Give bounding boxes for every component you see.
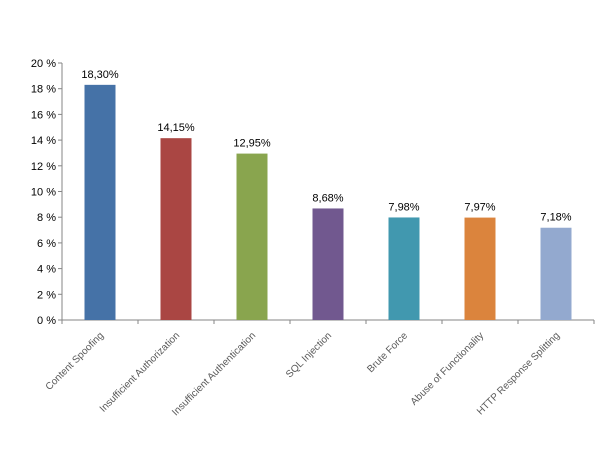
- bar: [160, 138, 192, 320]
- y-tick-label: 14 %: [31, 135, 56, 147]
- x-tick-label: Brute Force: [365, 330, 410, 375]
- x-tick-label: HTTP Response Splitting: [475, 330, 562, 417]
- data-label: 7,98%: [388, 201, 419, 213]
- y-tick-label: 6 %: [37, 238, 56, 250]
- y-axis: 0 % 2 % 4 % 6 % 8 % 10 % 12 % 14 % 16 % 18 % 20 %: [31, 58, 63, 327]
- bar: [236, 153, 268, 320]
- bar: [388, 217, 420, 320]
- data-label: 18,30%: [81, 69, 119, 81]
- bar: [540, 227, 572, 320]
- x-axis: [61, 319, 595, 324]
- x-tick-label: Insufficient Authorization: [98, 330, 182, 414]
- data-labels: 18,30% 14,15% 12,95% 8,68% 7,98% 7,97% 7,18%: [81, 69, 571, 224]
- y-tick-label: 12 %: [31, 161, 56, 173]
- y-tick-label: 20 %: [31, 58, 56, 70]
- x-tick-label: Insufficient Authentication: [170, 330, 258, 418]
- data-label: 14,15%: [157, 122, 195, 134]
- y-tick-label: 2 %: [37, 289, 56, 301]
- y-tick-label: 8 %: [37, 212, 56, 224]
- data-label: 12,95%: [233, 138, 271, 150]
- bar: [464, 217, 496, 320]
- data-label: 8,68%: [312, 192, 343, 204]
- bar: [84, 84, 116, 320]
- y-tick-label: 0 %: [37, 315, 56, 327]
- data-label: 7,97%: [464, 202, 495, 214]
- y-tick-label: 4 %: [37, 264, 56, 276]
- y-tick-label: 10 %: [31, 187, 56, 199]
- x-tick-label: Abuse of Functionality: [409, 330, 486, 407]
- x-tick-label: SQL Injection: [284, 330, 334, 380]
- data-label: 7,18%: [540, 212, 571, 224]
- bar: [312, 208, 344, 320]
- x-tick-label: Content Spoofing: [44, 330, 106, 392]
- y-tick-label: 16 %: [31, 109, 56, 121]
- bars: [84, 84, 572, 320]
- y-tick-label: 18 %: [31, 84, 56, 96]
